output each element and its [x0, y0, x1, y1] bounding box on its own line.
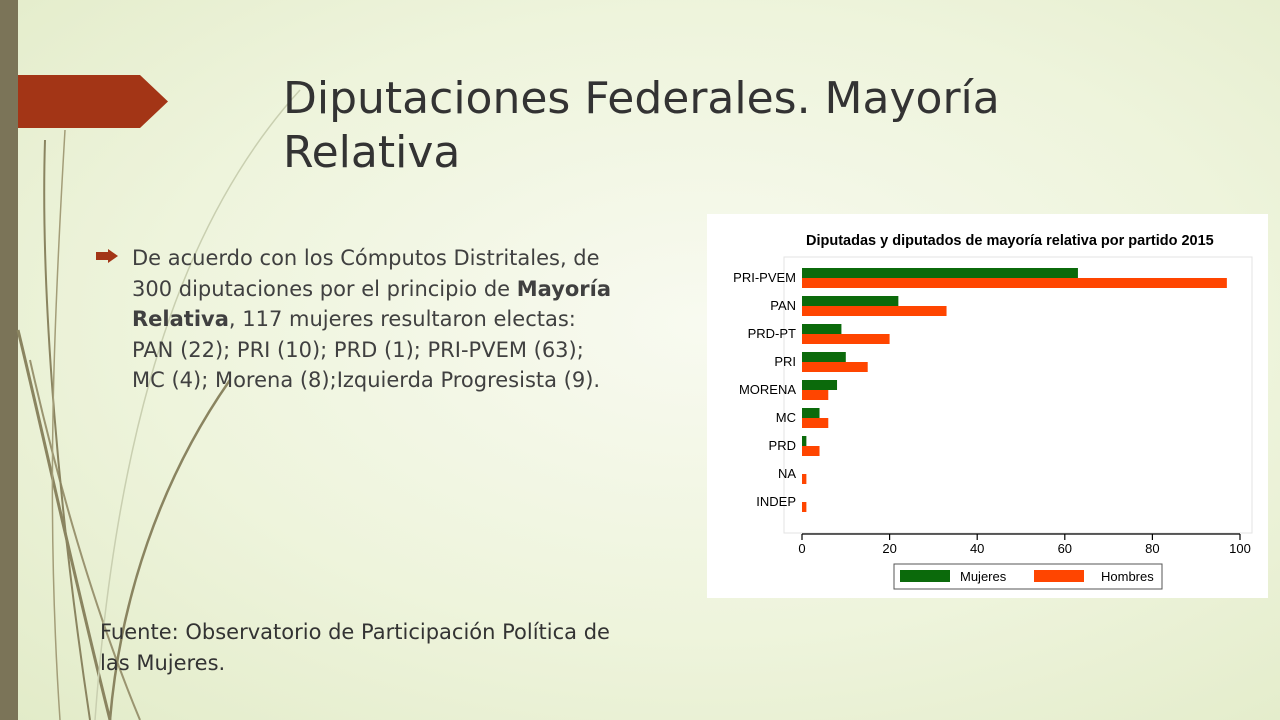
bar-hombres-pan — [802, 306, 947, 316]
chart-title: Diputadas y diputados de mayoría relativ… — [806, 233, 1214, 249]
slide-title: Diputaciones Federales. Mayoría Relativa — [283, 73, 1000, 178]
bar-hombres-indep — [802, 502, 807, 512]
accent-arrow — [18, 75, 168, 128]
bars-group — [802, 268, 1227, 512]
category-label-pan: PAN — [770, 298, 796, 313]
bar-mujeres-pri-pvem — [802, 268, 1078, 278]
bullet-text-end: , 117 mujeres resultaron electas: PAN (2… — [132, 307, 601, 392]
bar-mujeres-pan — [802, 296, 899, 306]
arrow-bullet-icon — [96, 249, 118, 263]
bar-mujeres-prd — [802, 436, 807, 446]
bar-hombres-pri — [802, 362, 868, 372]
bar-mujeres-prd-pt — [802, 324, 842, 334]
legend-swatch-mujeres — [900, 570, 950, 582]
chart-panel: Diputadas y diputados de mayoría relativ… — [707, 214, 1268, 598]
bullet-text-start: De acuerdo con los Cómputos Distritales,… — [132, 246, 600, 301]
bullet-text-bold: Mayoría Relativa — [132, 276, 612, 332]
category-labels: PRI-PVEM PAN PRD-PT PRI MORENA MC PRD NA INDEP — [733, 270, 796, 509]
bar-hombres-pri-pvem — [802, 278, 1227, 288]
bar-hombres-na — [802, 474, 807, 484]
category-label-pri: PRI — [774, 354, 796, 369]
bar-hombres-morena — [802, 390, 829, 400]
bar-hombres-mc — [802, 418, 829, 428]
legend-swatch-hombres — [1034, 570, 1084, 582]
category-label-morena: MORENA — [739, 382, 796, 397]
plot-frame — [783, 256, 1253, 534]
x-tick-label: 60 — [1058, 541, 1072, 556]
x-tick-label: 80 — [1145, 541, 1159, 556]
legend-label-mujeres: Mujeres — [960, 569, 1007, 584]
bar-hombres-prd-pt — [802, 334, 890, 344]
x-tick-label: 0 — [798, 541, 805, 556]
bar-mujeres-morena — [802, 380, 838, 390]
bullet-text: De acuerdo con los Cómputos Distritales,… — [132, 243, 616, 396]
bullet-paragraph: De acuerdo con los Cómputos Distritales,… — [96, 243, 616, 396]
source-note: Fuente: Observatorio de Participación Po… — [100, 620, 610, 675]
bar-hombres-prd — [802, 446, 820, 456]
x-tick-label: 20 — [882, 541, 896, 556]
legend-label-hombres: Hombres — [1101, 569, 1154, 584]
left-decor-strip — [0, 0, 18, 720]
category-label-pri-pvem: PRI-PVEM — [733, 270, 796, 285]
category-label-prd-pt: PRD-PT — [748, 326, 796, 341]
x-tick-label: 40 — [970, 541, 984, 556]
bar-chart: Diputadas y diputados de mayoría relativ… — [733, 233, 1253, 590]
decorative-stems — [16, 89, 301, 720]
x-tick-label: 100 — [1229, 541, 1251, 556]
category-label-mc: MC — [776, 410, 796, 425]
category-label-prd: PRD — [769, 438, 796, 453]
x-ticks: 0 20 40 60 80 100 — [798, 534, 1251, 556]
bar-mujeres-pri — [802, 352, 846, 362]
category-label-indep: INDEP — [756, 494, 796, 509]
category-label-na: NA — [778, 466, 796, 481]
legend: Mujeres Hombres — [893, 563, 1163, 590]
bar-mujeres-mc — [802, 408, 820, 418]
